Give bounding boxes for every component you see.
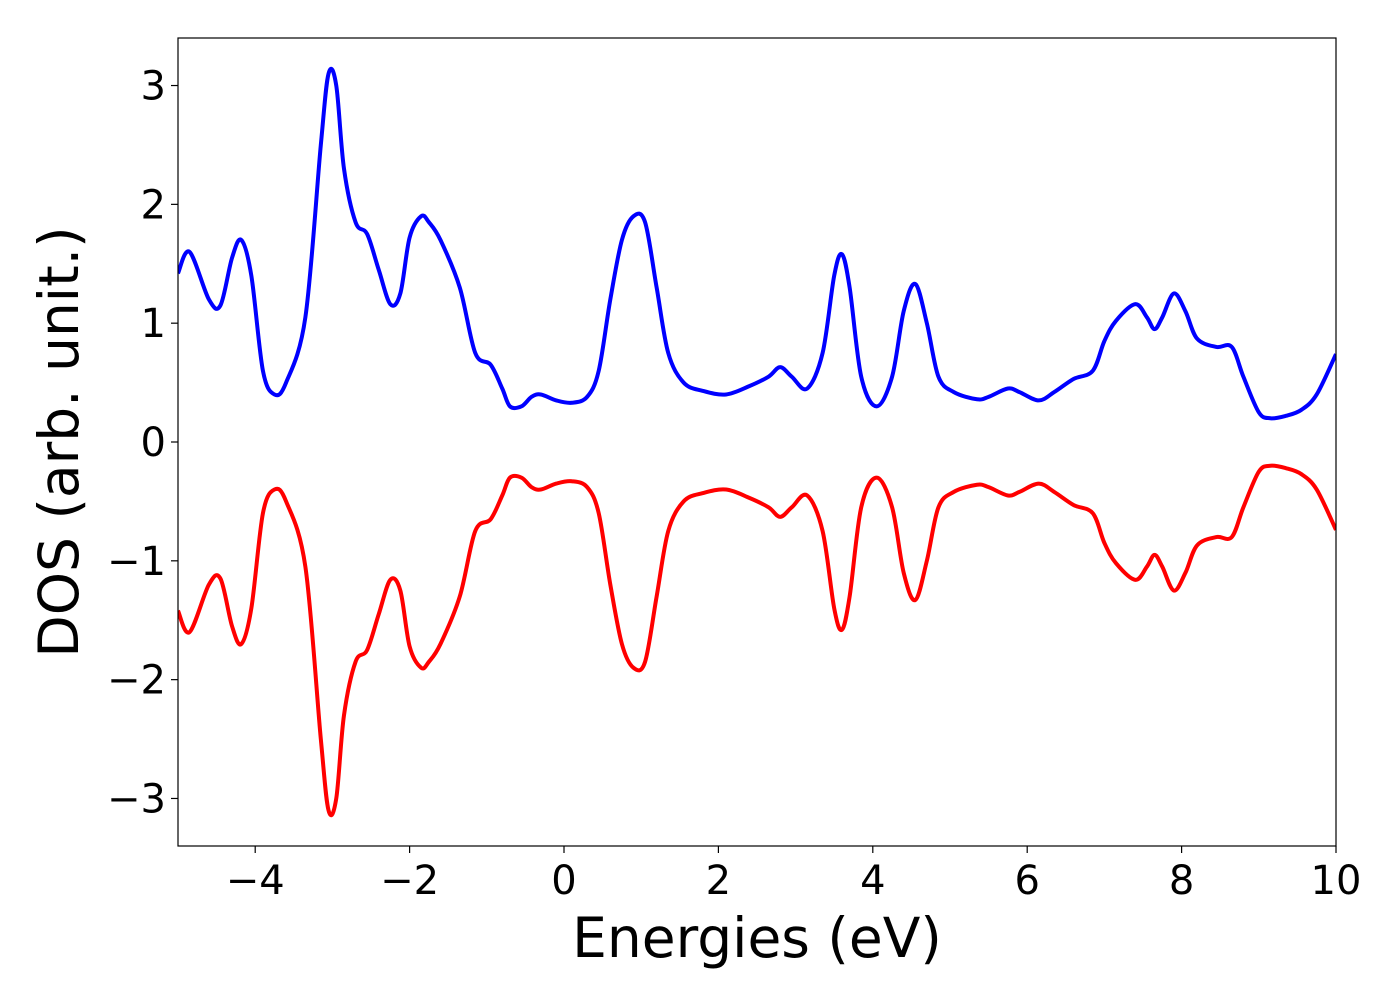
x-tick-label: 4 (860, 858, 885, 904)
x-tick-label: 6 (1014, 858, 1039, 904)
x-tick-label: 0 (551, 858, 576, 904)
y-axis-title: DOS (arb. unit.) (27, 226, 91, 657)
y-tick-label: 0 (141, 420, 166, 466)
x-tick-label: 10 (1311, 858, 1362, 904)
y-tick-label: −3 (107, 776, 166, 822)
x-axis-ticks: −4 −2 0 2 4 6 8 10 (226, 846, 1362, 904)
y-axis-ticks: −3 −2 −1 0 1 2 3 (107, 64, 178, 822)
x-axis-title: Energies (eV) (572, 906, 942, 970)
series-layer (178, 66, 1336, 818)
series-line-2 (178, 463, 1336, 818)
y-tick-label: −1 (107, 539, 166, 585)
series-line-1 (178, 66, 1336, 421)
x-tick-label: −2 (380, 858, 439, 904)
y-tick-label: 3 (141, 64, 166, 110)
y-tick-label: 2 (141, 182, 166, 228)
x-tick-label: −4 (226, 858, 285, 904)
y-tick-label: 1 (141, 301, 166, 347)
y-tick-label: −2 (107, 658, 166, 704)
x-tick-label: 2 (706, 858, 731, 904)
x-tick-label: 8 (1169, 858, 1194, 904)
